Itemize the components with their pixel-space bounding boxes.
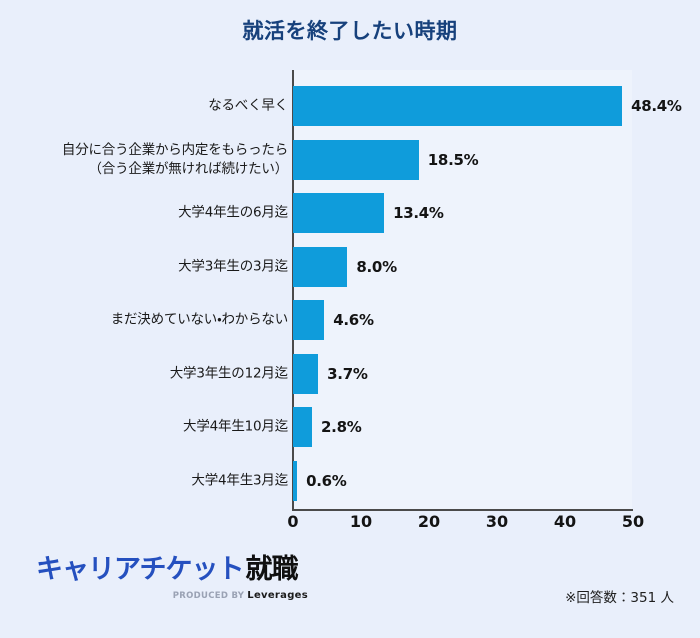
bar-row: 大学4年生の6月迄 13.4% [0, 191, 700, 235]
bar-with-value: 4.6% [293, 300, 374, 340]
bar-fill [293, 193, 385, 233]
bar-row: まだ決めていない・わからない 4.6% [0, 298, 700, 342]
x-tick-label: 30 [485, 512, 509, 531]
x-tick-label: 50 [621, 512, 645, 531]
response-count-note: ※回答数：351 人 [565, 590, 674, 606]
bar-value-label: 48.4% [631, 97, 682, 115]
x-axis-line [292, 509, 633, 511]
bar-fill [293, 139, 419, 180]
bar-fill [293, 246, 348, 287]
logo-kana-text: キャリアチケット [36, 554, 244, 585]
bar-with-value: 18.5% [293, 139, 479, 180]
category-label: まだ決めていない・わからない [110, 311, 288, 328]
category-label: 大学3年生の3月迄 [178, 257, 288, 274]
bar-fill [293, 460, 298, 501]
logo-tagline: PRODUCED BY Leverages [36, 590, 308, 601]
category-label: なるべく早く [208, 97, 288, 114]
bar-fill [293, 353, 319, 394]
bar-with-value: 0.6% [293, 460, 347, 501]
logo-tagline-produced: PRODUCED BY [172, 591, 245, 601]
bar-value-label: 13.4% [393, 204, 444, 222]
logo-tagline-brand: Leverages [247, 590, 308, 601]
bar-fill [293, 407, 313, 447]
chart-title: 就活を終了したい時期 [242, 19, 458, 43]
bar-with-value: 2.8% [293, 407, 362, 447]
bar-with-value: 13.4% [293, 193, 444, 233]
bar-fill [293, 300, 325, 340]
y-axis-line [292, 70, 294, 510]
bar-row: 自分に合う企業から内定をもらったら （合う企業が無ければ続けたい） 18.5% [0, 138, 700, 182]
category-label: 大学4年生10月迄 [183, 418, 288, 435]
bar-value-label: 4.6% [333, 311, 374, 329]
category-label: 大学4年生3月迄 [191, 471, 288, 488]
bar-value-label: 0.6% [306, 471, 347, 490]
bar-row: 大学3年生の12月迄 3.7% [0, 352, 700, 396]
bar-row: なるべく早く 48.4% [0, 84, 700, 128]
brand-logo: キャリアチケット就職 PRODUCED BY Leverages [36, 556, 336, 618]
x-tick-label: 10 [349, 512, 373, 531]
bar-with-value: 8.0% [293, 246, 397, 287]
bar-value-label: 8.0% [356, 257, 397, 276]
bar-with-value: 3.7% [293, 353, 368, 394]
x-tick-label: 40 [553, 512, 577, 531]
category-label: 大学4年生の6月迄 [178, 204, 288, 221]
category-label: 大学3年生の12月迄 [169, 364, 288, 381]
bar-value-label: 2.8% [321, 418, 362, 436]
category-label: 自分に合う企業から内定をもらったら （合う企業が無ければ続けたい） [61, 141, 288, 177]
bar-row: 大学4年生10月迄 2.8% [0, 405, 700, 449]
bar-value-label: 18.5% [427, 150, 479, 169]
bar-row: 大学3年生の3月迄 8.0% [0, 245, 700, 289]
logo-kanji-text: 就職 [245, 554, 298, 585]
bar-fill [293, 86, 623, 126]
bar-with-value: 48.4% [293, 86, 682, 126]
bar-row: 大学4年生3月迄 0.6% [0, 459, 700, 503]
logo-wordmark: キャリアチケット就職 [36, 556, 336, 583]
bar-value-label: 3.7% [327, 364, 368, 383]
x-tick-label: 0 [287, 512, 299, 531]
x-tick-label: 20 [417, 512, 441, 531]
